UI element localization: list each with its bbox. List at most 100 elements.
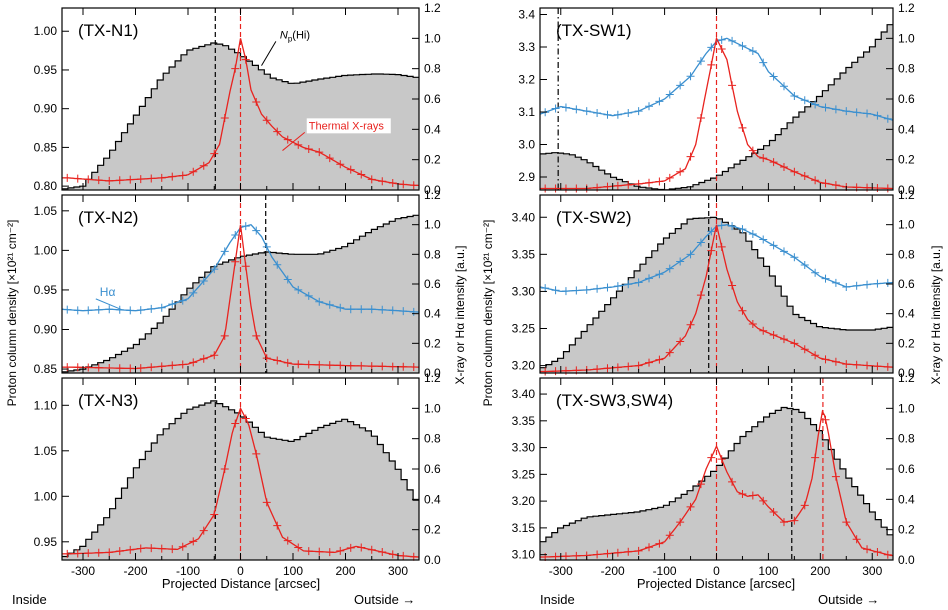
panel-tx-n2-halpha-point xyxy=(105,305,114,314)
panel-tx-n3-xray-point xyxy=(199,526,208,535)
panel-tx-n2-ytick-label: 0.95 xyxy=(34,283,58,297)
panel-tx-sw2-halpha-point xyxy=(790,253,799,262)
panel-tx-n2-halpha-point xyxy=(252,226,261,235)
panel-tx-n2: 0.85 0.90 0.95 1.00 1.05 0.0 0.2 0.4 0.6 0.8 1.0 1.… xyxy=(34,188,441,380)
panel-tx-sw1-xray-point xyxy=(624,180,633,189)
panel-tx-n1-xray-point xyxy=(147,174,156,183)
panel-tx-sw2-halpha-point xyxy=(655,270,664,279)
panel-tx-sw3-sw4-y2tick-label: 0.8 xyxy=(898,432,915,446)
panel-tx-sw3-sw4-xray-point xyxy=(551,552,560,561)
panel-tx-n3-title: (TX-N3) xyxy=(78,391,138,410)
panel-tx-n2-halpha-point xyxy=(168,300,177,309)
panel-tx-sw1-halpha-point xyxy=(800,96,809,105)
panel-tx-n3-xtick-label: -100 xyxy=(176,564,200,578)
panel-tx-n2-xray-point xyxy=(304,360,313,369)
panel-tx-n2-xray-point xyxy=(94,363,103,372)
panel-tx-sw3-sw4-y2tick-label: 1.2 xyxy=(898,371,915,385)
panel-tx-sw1-halpha-point xyxy=(738,41,747,50)
panel-tx-n2-annotation-pointer xyxy=(95,298,123,311)
panel-tx-n2-halpha-point xyxy=(388,306,397,315)
panel-tx-sw2-xray-point xyxy=(852,360,861,369)
panel-tx-sw2-halpha-markers xyxy=(541,221,892,296)
panel-tx-sw1-xray-point xyxy=(676,167,685,176)
panel-tx-sw2-halpha-point xyxy=(863,280,872,289)
panel-tx-sw3-sw4-xtick-label: 100 xyxy=(758,564,778,578)
panel-tx-sw2-halpha-point xyxy=(852,281,861,290)
panel-tx-n3-y2tick-label: 1.0 xyxy=(424,401,441,415)
panel-tx-sw2-ytick-label: 3.40 xyxy=(512,210,536,224)
panel-tx-n3-xtick-label: 200 xyxy=(335,564,355,578)
panel-tx-n2-xray-point xyxy=(252,331,261,340)
panel-tx-sw3-sw4-ytick-label: 3.35 xyxy=(512,414,536,428)
panel-tx-n1-xray-point xyxy=(262,116,271,125)
panel-tx-n3-xtick-label: -300 xyxy=(71,564,95,578)
panel-tx-n2-halpha-point xyxy=(126,306,135,315)
panel-tx-n3-xtick-label: 300 xyxy=(388,564,408,578)
panel-tx-sw3-sw4-xray-point xyxy=(561,552,570,561)
panel-tx-sw2-y2tick-label: 0.8 xyxy=(898,247,915,261)
panel-tx-sw2-halpha-point xyxy=(717,221,726,230)
panel-tx-n2-halpha-point xyxy=(157,303,166,312)
panel-tx-n1-xray-point xyxy=(178,171,187,180)
panel-tx-sw1-y2tick-label: 0.4 xyxy=(898,122,915,136)
panel-tx-n3-xray-point xyxy=(168,545,177,554)
panel-tx-n1-xray-point xyxy=(294,140,303,149)
panel-tx-n1-xray-point xyxy=(273,127,282,136)
panel-tx-n2-halpha-point xyxy=(378,305,387,314)
panel-tx-sw1-halpha-point xyxy=(593,108,602,117)
panel-tx-n2-xray-point xyxy=(210,351,219,360)
panel-tx-sw3-sw4-xray-point xyxy=(738,490,747,499)
panel-tx-n1-y2tick-label: 1.2 xyxy=(424,1,441,15)
panel-tx-n1-y2tick-label: 0.6 xyxy=(424,92,441,106)
panel-tx-n1-xray-point xyxy=(231,64,240,73)
panel-tx-sw2-xray-point xyxy=(603,364,612,373)
panel-tx-n2-xray-point xyxy=(147,363,156,372)
panel-tx-n2-halpha-point xyxy=(304,291,313,300)
panel-tx-n3: -300 -200 -100 0 100 200 300 0.95 1.00 1.05 1.10 0.… xyxy=(34,371,441,578)
panel-tx-n2-xray-point xyxy=(126,364,135,373)
panel-tx-sw1-xray-point xyxy=(603,182,612,191)
panel-tx-sw3-sw4-ytick-label: 3.30 xyxy=(512,441,536,455)
panel-tx-n2-xray-point xyxy=(325,361,334,370)
panel-tx-sw3-sw4-xray-point xyxy=(655,539,664,548)
panel-tx-sw2-xray-point xyxy=(759,326,768,335)
panel-tx-n1-ytick-label: 1.00 xyxy=(34,24,58,38)
panel-tx-sw3-sw4-xray-point xyxy=(717,455,726,464)
panel-tx-sw3-sw4-y2tick-label: 1.0 xyxy=(898,401,915,415)
panel-tx-sw3-sw4-xray-point xyxy=(572,551,581,560)
left-ylabel-right: Proton column density [×10²¹ cm⁻²] xyxy=(481,220,495,407)
panel-tx-sw1-halpha-point xyxy=(728,36,737,45)
panel-tx-sw1-xray-point xyxy=(883,184,892,193)
panel-tx-sw2-y2tick-label: 0.2 xyxy=(898,336,915,350)
panel-tx-sw2-xray-point xyxy=(624,362,633,371)
panel-tx-sw2-halpha-point xyxy=(665,264,674,273)
panel-tx-n2-ytick-label: 1.00 xyxy=(34,243,58,257)
panel-tx-n1-xray-point xyxy=(346,165,355,174)
panel-tx-n3-xray-point xyxy=(220,465,229,473)
panel-tx-n1-xray-point xyxy=(252,98,261,107)
panel-tx-sw3-sw4-xray-point xyxy=(645,543,654,552)
panel-tx-n2-halpha-point xyxy=(409,307,418,316)
panel-tx-n3-xray-point xyxy=(252,449,261,458)
panel-tx-sw1-halpha-point xyxy=(665,90,674,99)
panel-tx-n3-y2tick-label: 1.2 xyxy=(424,371,441,385)
panel-tx-sw1-y2tick-label: 1.0 xyxy=(898,31,915,45)
panel-tx-sw3-sw4-xray-point xyxy=(790,516,799,525)
panel-tx-sw3-sw4-xray-point xyxy=(863,545,872,554)
panel-tx-sw2-xray-point xyxy=(883,362,892,371)
panel-tx-sw2-xray-point xyxy=(717,242,726,251)
panel-tx-n2-halpha-point xyxy=(220,247,229,256)
panel-tx-n2-xray-point xyxy=(367,362,376,371)
panel-tx-sw2-halpha-point xyxy=(582,285,591,294)
panel-tx-sw2-xray-point xyxy=(696,291,705,300)
panel-tx-n1-ytick-label: 0.80 xyxy=(34,179,58,193)
panel-tx-n3-xray-point xyxy=(63,549,72,558)
panel-tx-sw3-sw4-xray-point xyxy=(842,518,851,527)
panel-tx-n2-xray-point xyxy=(336,361,345,370)
panel-tx-n2-halpha-point xyxy=(273,260,282,269)
panel-tx-sw1-y2tick-label: 0.0 xyxy=(898,183,915,197)
panel-tx-sw2-xray-point xyxy=(738,306,747,315)
left-ylabel-left: Proton column density [×10²¹ cm⁻²] xyxy=(5,220,19,407)
panel-tx-n1-xray-point xyxy=(199,161,208,170)
panel-tx-sw2-xray-point xyxy=(842,360,851,369)
